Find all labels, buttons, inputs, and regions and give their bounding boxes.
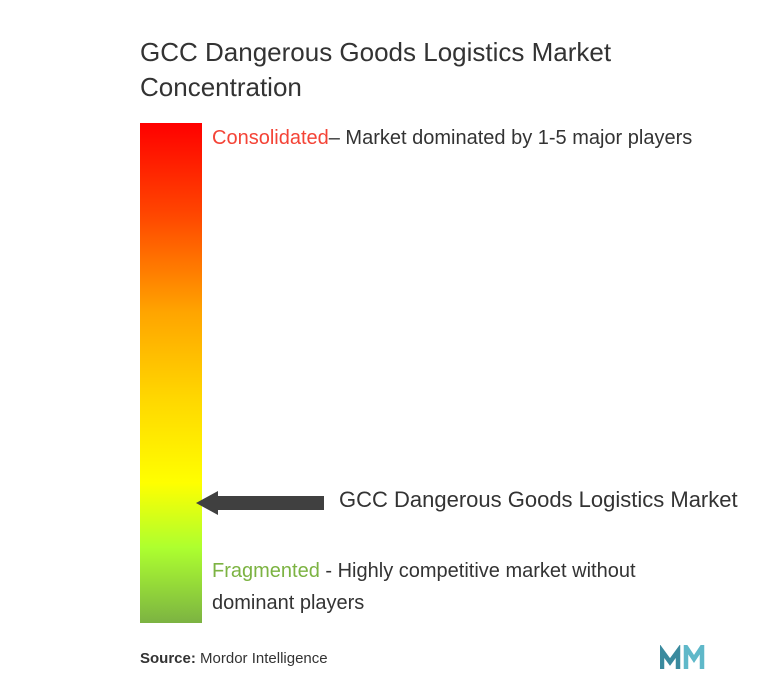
content-area: Consolidated– Market dominated by 1-5 ma…: [140, 123, 710, 623]
consolidated-description: – Market dominated by 1-5 major players: [329, 127, 693, 149]
fragmented-label: Fragmented: [212, 560, 320, 582]
arrow-container: [196, 491, 324, 515]
mordor-logo-icon: [660, 645, 710, 671]
gradient-scale: [140, 123, 202, 623]
source-label: Source:: [140, 650, 196, 667]
footer: Source: Mordor Intelligence: [140, 645, 710, 671]
consolidated-block: Consolidated– Market dominated by 1-5 ma…: [212, 123, 710, 153]
consolidated-label: Consolidated: [212, 127, 329, 149]
fragmented-block: Fragmented - Highly competitive market w…: [212, 555, 720, 619]
source: Source: Mordor Intelligence: [140, 650, 328, 667]
page-title: GCC Dangerous Goods Logistics Market Con…: [140, 35, 710, 105]
market-position-label: GCC Dangerous Goods Logistics Market: [339, 485, 770, 516]
text-column: Consolidated– Market dominated by 1-5 ma…: [202, 123, 710, 623]
source-value: Mordor Intelligence: [200, 650, 328, 667]
arrow-left-icon: [196, 491, 324, 515]
